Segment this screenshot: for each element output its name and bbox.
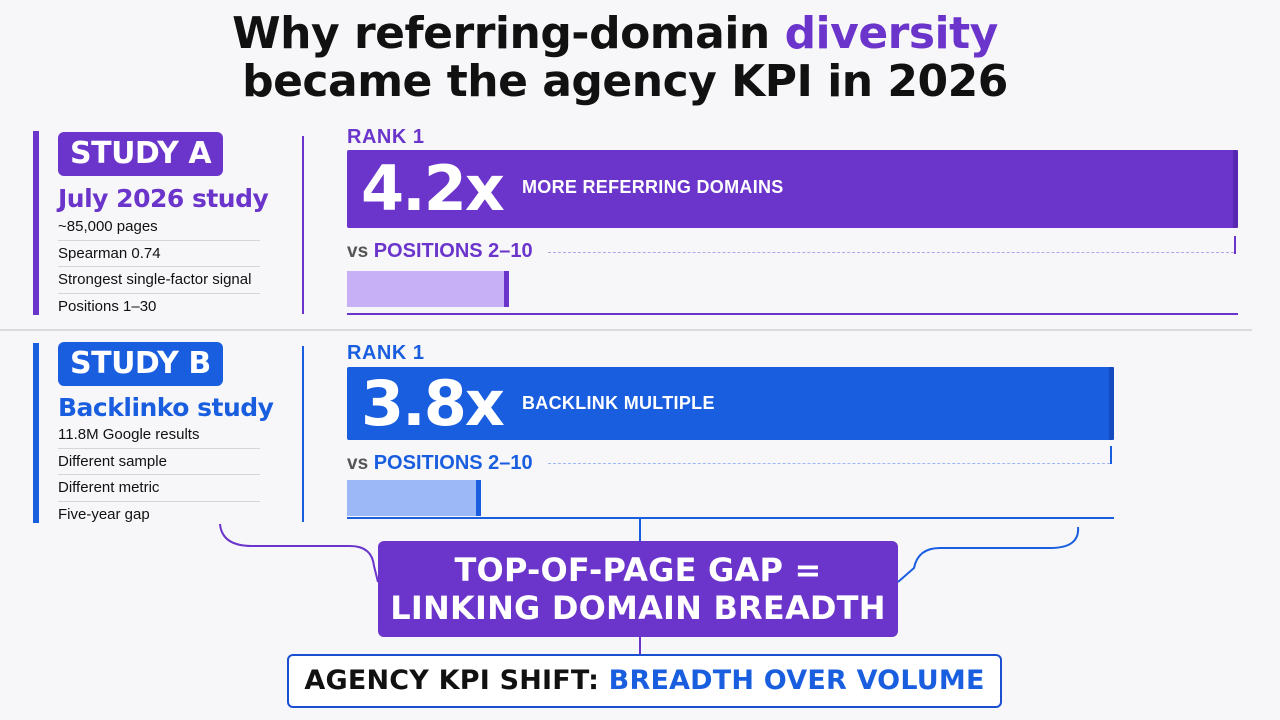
conclusion-line2: LINKING DOMAIN BREADTH — [390, 589, 886, 627]
study-a-vs-label: POSITIONS 2–10 — [373, 240, 533, 262]
study-a-name: July 2026 study — [58, 184, 269, 213]
study-a-guide-tick — [1234, 236, 1236, 254]
left-bracket — [219, 523, 379, 583]
study-a-rank-label: RANK 1 — [347, 126, 425, 148]
study-a-accent-bar — [33, 131, 39, 315]
study-b-name: Backlinko study — [58, 393, 274, 422]
study-a-fact: Strongest single-factor signal — [58, 267, 260, 294]
bar-endcap — [1109, 367, 1114, 440]
conclusion-box: TOP-OF-PAGE GAP = LINKING DOMAIN BREADTH — [378, 541, 898, 637]
study-b-accent-bar — [33, 343, 39, 523]
title-accent: diversity — [784, 8, 999, 59]
study-a-vertical-divider — [302, 136, 304, 314]
study-b-baseline — [347, 517, 1114, 519]
study-a-multiple: 4.2x — [361, 152, 505, 225]
study-b-guide-tick — [1110, 446, 1112, 464]
study-b-fact: Different sample — [58, 449, 260, 475]
study-a-fact: Positions 1–30 — [58, 297, 157, 315]
conclusion-line1: TOP-OF-PAGE GAP = — [454, 551, 822, 589]
kpi-highlight: BREADTH OVER VOLUME — [608, 665, 985, 696]
bar-endcap — [476, 480, 481, 516]
section-divider — [0, 329, 1252, 331]
kpi-shift-box: AGENCY KPI SHIFT: BREADTH OVER VOLUME — [287, 654, 1002, 708]
study-b-badge: STUDY B — [58, 342, 223, 386]
study-b-fact: Five-year gap — [58, 505, 150, 523]
study-a-fact: Spearman 0.74 — [58, 241, 260, 267]
study-b-vertical-divider — [302, 346, 304, 522]
study-b-rank-label: RANK 1 — [347, 342, 425, 364]
bar-endcap — [504, 271, 509, 307]
study-a-baseline — [347, 313, 1238, 315]
right-bracket — [897, 526, 1080, 583]
vs-word: vs — [347, 453, 369, 474]
study-a-description: MORE REFERRING DOMAINS — [522, 177, 784, 197]
study-b-dashed-guide — [548, 463, 1110, 464]
study-a-vs-row: vs POSITIONS 2–10 — [347, 240, 533, 263]
study-a-fact: ~85,000 pages — [58, 214, 260, 241]
study-b-rank1-bar: 3.8x BACKLINK MULTIPLE — [347, 367, 1114, 440]
study-b-fact: Different metric — [58, 475, 260, 502]
bar-endcap — [1233, 150, 1238, 228]
study-b-vs-label: POSITIONS 2–10 — [373, 452, 533, 474]
study-b-positions-bar — [347, 480, 481, 516]
vs-word: vs — [347, 241, 369, 262]
study-a-rank1-bar: 4.2x MORE REFERRING DOMAINS — [347, 150, 1238, 228]
study-a-facts: ~85,000 pages Spearman 0.74 Strongest si… — [58, 214, 260, 320]
study-b-fact: 11.8M Google results — [58, 422, 260, 449]
page-title: Why referring-domain diversity became th… — [0, 10, 1230, 106]
study-b-description: BACKLINK MULTIPLE — [522, 393, 715, 413]
study-b-vs-row: vs POSITIONS 2–10 — [347, 452, 533, 475]
title-line2: became the agency KPI in 2026 — [242, 56, 1008, 107]
study-b-facts: 11.8M Google results Different sample Di… — [58, 422, 260, 528]
title-part1: Why referring-domain — [232, 8, 785, 59]
study-b-multiple: 3.8x — [361, 367, 505, 440]
kpi-prefix: AGENCY KPI SHIFT: — [304, 665, 609, 696]
study-a-positions-bar — [347, 271, 509, 307]
study-a-badge: STUDY A — [58, 132, 224, 176]
study-a-dashed-guide — [548, 252, 1234, 253]
